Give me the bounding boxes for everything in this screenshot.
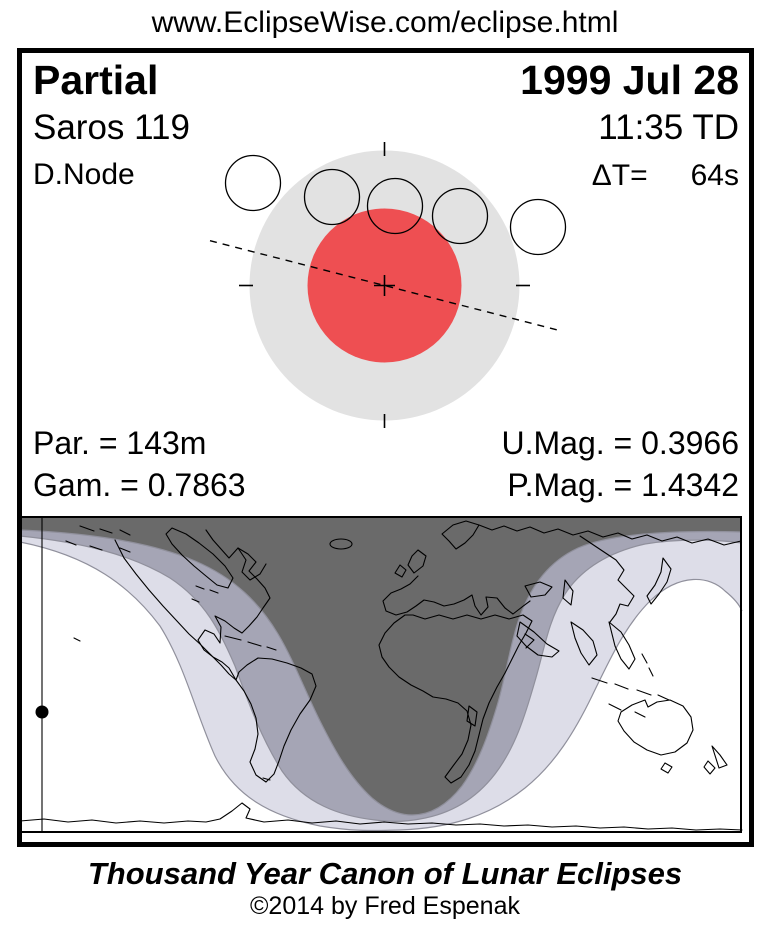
coast-caspian-sea bbox=[562, 579, 574, 606]
gamma-value: Gam. = 0.7863 bbox=[33, 467, 246, 503]
coast-arctic-islands bbox=[65, 525, 131, 553]
moon-greatest bbox=[366, 177, 424, 235]
coast-australia bbox=[617, 699, 694, 756]
shadow-geometry-diagram bbox=[209, 142, 567, 428]
center-cross bbox=[374, 275, 395, 296]
delta-t-row: ΔT= 64s bbox=[592, 161, 739, 191]
coast-britain bbox=[407, 549, 427, 574]
coast-falklands bbox=[262, 777, 271, 781]
coast-north-america-east bbox=[197, 529, 271, 681]
coast-russia-north bbox=[478, 524, 742, 546]
sublunar-point-dot bbox=[35, 705, 49, 719]
moon-position-circles bbox=[224, 154, 567, 256]
eclipse-card-frame bbox=[17, 48, 754, 847]
coast-east-asia bbox=[579, 535, 635, 623]
delta-t-value: 64s bbox=[690, 159, 739, 192]
coast-great-lakes bbox=[191, 585, 219, 603]
coast-horn-of-africa bbox=[524, 633, 535, 649]
coast-europe-mediterranean bbox=[382, 575, 531, 616]
moon-contact-u1 bbox=[303, 168, 361, 226]
eclipse-type: Partial bbox=[33, 57, 159, 103]
coast-caribbean bbox=[224, 635, 277, 651]
site-url[interactable]: www.EclipseWise.com/eclipse.html bbox=[151, 6, 619, 39]
coast-japan bbox=[646, 557, 672, 605]
coast-hudson-bay bbox=[237, 547, 267, 581]
coast-black-sea bbox=[524, 581, 553, 598]
coast-greenland bbox=[165, 527, 234, 589]
coast-hawaii bbox=[73, 637, 81, 642]
coast-iceland bbox=[329, 538, 353, 550]
coast-indochina bbox=[608, 621, 636, 670]
moon-contact-p1 bbox=[224, 154, 282, 212]
eclipse-date: 1999 Jul 28 bbox=[520, 57, 739, 103]
penumbral-magnitude: P.Mag. = 1.4342 bbox=[507, 467, 739, 503]
coast-madagascar bbox=[466, 705, 478, 727]
coast-scandinavia bbox=[441, 520, 480, 550]
cardinal-ticks bbox=[239, 142, 530, 428]
delta-t-label: ΔT= bbox=[591, 159, 648, 192]
coast-arabia bbox=[516, 621, 560, 658]
coast-ireland bbox=[394, 564, 407, 578]
visibility-map bbox=[20, 516, 743, 833]
map-eclipse-visible-region-dark bbox=[20, 516, 742, 815]
world-coastlines bbox=[20, 520, 743, 831]
coast-africa bbox=[378, 614, 533, 784]
moon-contact-p4 bbox=[509, 198, 567, 256]
coast-north-america-west bbox=[114, 539, 237, 681]
coast-philippines bbox=[641, 653, 654, 677]
eclipse-time: 11:35 TD bbox=[598, 108, 739, 147]
band-boundary-lines bbox=[20, 529, 743, 832]
coast-south-america bbox=[235, 657, 317, 783]
parallax-duration: Par. = 143m bbox=[33, 425, 207, 461]
coast-tasmania bbox=[660, 762, 673, 774]
node-label: D.Node bbox=[33, 158, 135, 191]
coast-india bbox=[570, 621, 598, 666]
ecliptic-dashed-line bbox=[209, 240, 561, 332]
coast-indonesia bbox=[591, 677, 670, 718]
moon-contact-u4 bbox=[431, 187, 489, 245]
coast-new-zealand bbox=[703, 745, 728, 775]
umbral-magnitude: U.Mag. = 0.3966 bbox=[501, 425, 739, 461]
copyright: ©2014 by Fred Espenak bbox=[250, 892, 520, 920]
map-frame bbox=[20, 516, 742, 833]
saros-label: Saros 119 bbox=[33, 108, 190, 147]
coast-antarctica bbox=[20, 802, 743, 831]
footer-title: Thousand Year Canon of Lunar Eclipses bbox=[87, 856, 683, 891]
